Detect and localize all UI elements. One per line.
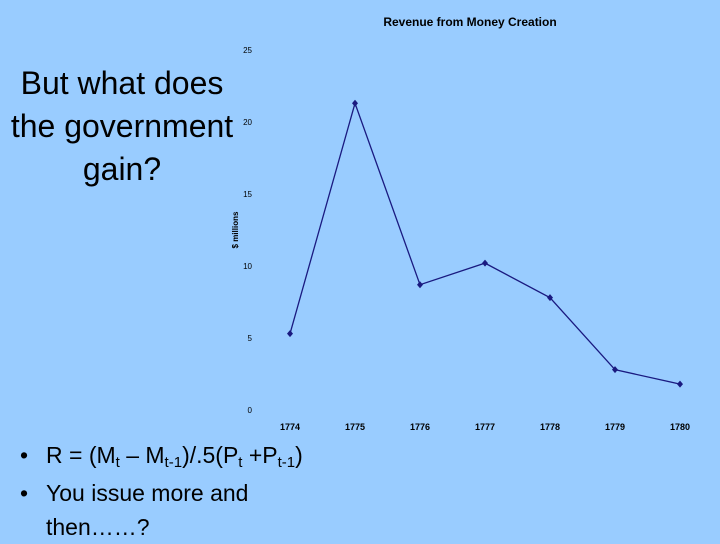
chart-title: Revenue from Money Creation <box>383 15 556 29</box>
bullet-text: R = (Mt – Mt-1)/.5(Pt +Pt-1) <box>46 438 360 472</box>
marker <box>677 380 683 388</box>
bullet-text: You issue more and then……? <box>46 476 320 544</box>
text-part: You issue more and then……? <box>46 480 249 540</box>
marker <box>547 294 553 302</box>
y-tick-label: 5 <box>248 334 253 343</box>
x-tick-label: 1774 <box>280 422 300 432</box>
text-part: +P <box>242 442 278 468</box>
text-part: )/.5(P <box>182 442 239 468</box>
marker <box>352 99 358 107</box>
line <box>289 101 681 385</box>
x-tick-label: 1779 <box>605 422 625 432</box>
subscript: t-1 <box>277 454 296 471</box>
marker <box>612 366 618 374</box>
subscript: t <box>115 454 120 471</box>
x-tick-label: 1780 <box>670 422 690 432</box>
text-part: R = (M <box>46 442 116 468</box>
subscript: t-1 <box>164 454 183 471</box>
y-tick-label: 25 <box>243 46 252 55</box>
marker <box>482 259 488 267</box>
y-tick-label: 0 <box>248 406 253 415</box>
y-tick-label: 15 <box>243 190 252 199</box>
x-tick-label: 1778 <box>540 422 560 432</box>
x-tick-label: 1775 <box>345 422 365 432</box>
x-tick-label: 1777 <box>475 422 495 432</box>
marker <box>287 330 293 338</box>
text-part: – M <box>119 442 165 468</box>
x-tick-label: 1776 <box>410 422 430 432</box>
bullet: • You issue more and then……? <box>20 476 320 544</box>
bullet: • R = (Mt – Mt-1)/.5(Pt +Pt-1) <box>20 438 360 472</box>
slide-title: But what does the government gain? <box>10 65 234 187</box>
y-tick-label: 10 <box>243 262 252 271</box>
y-axis-label: $ millions <box>231 211 240 248</box>
text-part: ) <box>295 442 303 468</box>
y-tick-label: 20 <box>243 118 252 127</box>
subscript: t <box>238 454 243 471</box>
marker <box>417 281 423 289</box>
